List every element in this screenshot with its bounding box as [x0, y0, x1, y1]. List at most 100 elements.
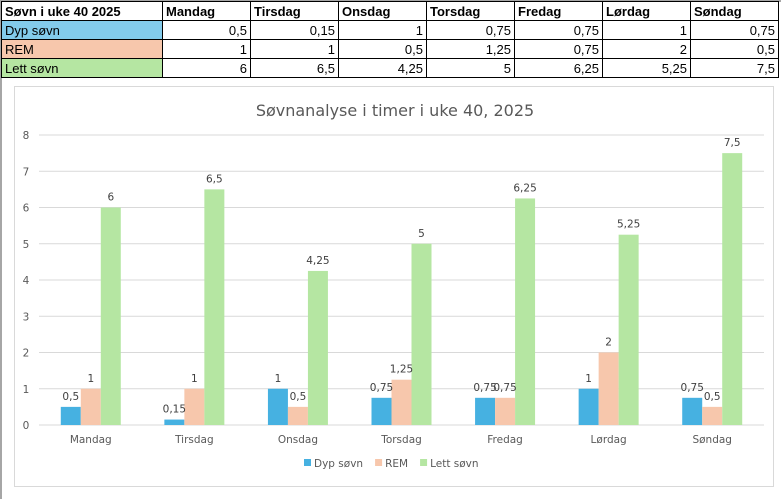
bar-dyp-søvn: [267, 388, 288, 425]
table-cell[interactable]: 0,5: [690, 39, 779, 59]
legend-label: Dyp søvn: [314, 458, 363, 470]
legend-swatch: [304, 459, 311, 466]
data-table: Søvn i uke 40 2025 Mandag Tirsdag Onsdag…: [1, 1, 779, 78]
table-header-cell[interactable]: Tirsdag: [250, 1, 339, 21]
data-label: 0,5: [62, 391, 79, 403]
x-tick-label: Søndag: [692, 434, 732, 446]
table-cell[interactable]: 1: [250, 39, 339, 59]
legend: Dyp søvn REM Lett søvn: [304, 458, 479, 470]
bar-lett-søvn: [307, 270, 328, 425]
legend-item: REM: [375, 458, 408, 470]
legend-swatch: [375, 459, 383, 466]
table-cell[interactable]: 0,5: [338, 39, 427, 59]
row-label-cell[interactable]: REM: [1, 39, 163, 59]
data-label: 0,15: [163, 404, 186, 416]
table-cell[interactable]: 4,25: [338, 58, 427, 78]
y-axis-ticks: 0 1 2 3 4 5 6 7 8: [23, 130, 30, 432]
data-label: 1: [585, 373, 592, 385]
table-header-cell[interactable]: Onsdag: [338, 1, 427, 21]
chart-container[interactable]: Søvnanalyse i timer i uke 40, 2025 0 1 2 3 4…: [14, 86, 774, 487]
data-label: 0,75: [370, 382, 393, 394]
data-label: 1,25: [390, 364, 413, 376]
bar-rem: [184, 388, 205, 425]
x-tick-label: Tirsdag: [174, 434, 214, 446]
bar-dyp-søvn: [682, 397, 703, 425]
legend-item: Dyp søvn: [304, 458, 363, 470]
data-label: 1: [191, 373, 198, 385]
y-tick-label: 1: [23, 384, 30, 396]
table-row: Dyp søvn 0,5 0,15 1 0,75 0,75 1 0,75: [1, 20, 779, 40]
table-cell[interactable]: 1: [162, 39, 251, 59]
y-tick-label: 5: [23, 239, 30, 251]
table-cell[interactable]: 6: [162, 58, 251, 78]
x-tick-label: Lørdag: [591, 434, 627, 446]
table-cell[interactable]: 6,5: [250, 58, 339, 78]
y-tick-label: 3: [23, 311, 30, 323]
data-label: 5: [418, 228, 425, 240]
bar-dyp-søvn: [578, 388, 599, 425]
row-label-cell[interactable]: Dyp søvn: [1, 20, 163, 40]
data-label: 2: [605, 337, 612, 349]
y-tick-label: 6: [23, 203, 30, 215]
y-tick-label: 4: [23, 275, 30, 287]
table-cell[interactable]: 5: [426, 58, 515, 78]
table-cell[interactable]: 0,15: [250, 20, 339, 40]
data-label: 0,75: [493, 382, 516, 394]
bar-rem: [391, 379, 412, 425]
bar-lett-søvn: [515, 198, 536, 425]
table-header-cell[interactable]: Mandag: [162, 1, 251, 21]
bar-lett-søvn: [618, 234, 639, 425]
y-tick-label: 7: [23, 166, 30, 178]
x-tick-label: Mandag: [70, 434, 112, 446]
bar-rem: [702, 406, 723, 425]
bars: [60, 153, 743, 425]
data-label: 4,25: [306, 255, 329, 267]
table-cell[interactable]: 1: [338, 20, 427, 40]
data-label: 0,75: [681, 382, 704, 394]
bar-lett-søvn: [100, 207, 121, 425]
legend-item: Lett søvn: [420, 458, 479, 470]
y-tick-label: 2: [23, 348, 30, 360]
legend-swatch: [420, 459, 428, 466]
bar-dyp-søvn: [475, 397, 496, 425]
bar-rem: [80, 388, 101, 425]
table-cell[interactable]: 5,25: [602, 58, 691, 78]
table-cell[interactable]: 7,5: [690, 58, 779, 78]
data-label: 6,25: [513, 182, 536, 194]
bar-lett-søvn: [722, 153, 743, 425]
table-cell[interactable]: 0,75: [514, 20, 603, 40]
table-cell[interactable]: 6,25: [514, 58, 603, 78]
table-row: Lett søvn 6 6,5 4,25 5 6,25 5,25 7,5: [1, 58, 779, 78]
sheet-left-border: [0, 0, 2, 499]
x-tick-label: Torsdag: [380, 434, 422, 446]
legend-label: Lett søvn: [430, 458, 478, 470]
table-cell[interactable]: 1,25: [426, 39, 515, 59]
data-label: 1: [87, 373, 94, 385]
x-tick-label: Onsdag: [278, 434, 318, 446]
legend-label: REM: [385, 458, 408, 470]
x-tick-label: Fredag: [487, 434, 523, 446]
table-cell[interactable]: 1: [602, 20, 691, 40]
x-axis-ticks: Mandag Tirsdag Onsdag Torsdag Fredag Lørdag Sø…: [70, 434, 732, 446]
data-label: 6: [107, 192, 114, 204]
table-header-cell[interactable]: Lørdag: [602, 1, 691, 21]
y-tick-label: 0: [23, 420, 30, 432]
data-label: 7,5: [724, 137, 741, 149]
table-cell[interactable]: 0,75: [514, 39, 603, 59]
bar-dyp-søvn: [60, 406, 81, 425]
table-cell[interactable]: 2: [602, 39, 691, 59]
table-cell[interactable]: 0,75: [690, 20, 779, 40]
table-header-cell[interactable]: Søvn i uke 40 2025: [1, 1, 163, 21]
table-header-cell[interactable]: Søndag: [690, 1, 779, 21]
table-header-cell[interactable]: Fredag: [514, 1, 603, 21]
table-header-cell[interactable]: Torsdag: [426, 1, 515, 21]
bar-lett-søvn: [411, 243, 432, 425]
bar-chart: Søvnanalyse i timer i uke 40, 2025 0 1 2 3 4…: [23, 101, 764, 470]
data-label: 0,75: [473, 382, 496, 394]
table-cell[interactable]: 0,5: [162, 20, 251, 40]
data-labels: 0,5160,1516,510,54,250,751,2550,750,756,…: [62, 137, 740, 415]
row-label-cell[interactable]: Lett søvn: [1, 58, 163, 78]
data-label: 1: [275, 373, 282, 385]
bar-lett-søvn: [204, 189, 225, 425]
table-cell[interactable]: 0,75: [426, 20, 515, 40]
